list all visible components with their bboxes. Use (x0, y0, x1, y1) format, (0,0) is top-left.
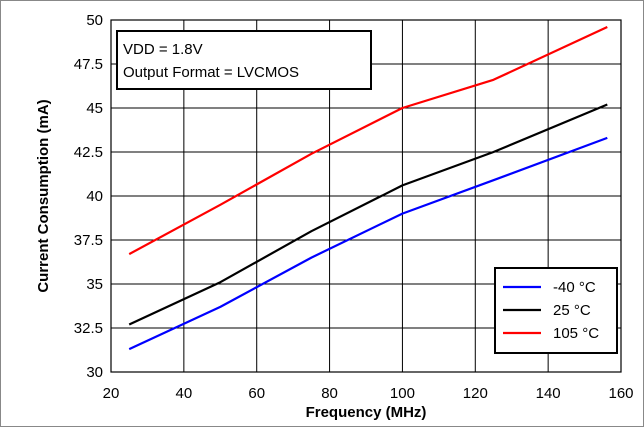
legend-label-2: 105 °C (553, 325, 599, 342)
x-tick-label: 60 (248, 385, 265, 402)
y-tick-label: 45 (86, 100, 103, 117)
series-layer (128, 26, 608, 351)
y-tick-label: 40 (86, 188, 103, 205)
x-tick-label: 160 (608, 385, 633, 402)
y-tick-label: 50 (86, 12, 103, 29)
x-tick-label: 140 (536, 385, 561, 402)
y-tick-labels: 30 32.5 35 37.5 40 42.5 45 47.5 50 (74, 12, 103, 381)
annotation-frame (116, 30, 372, 90)
y-tick-label: 47.5 (74, 56, 103, 73)
series-line-1 (128, 103, 608, 326)
legend: -40 °C 25 °C 105 °C (494, 267, 618, 354)
x-tick-label: 20 (103, 385, 120, 402)
y-tick-label: 32.5 (74, 320, 103, 337)
legend-label-1: 25 °C (553, 302, 591, 319)
series-line-2 (128, 26, 608, 256)
y-tick-label: 30 (86, 364, 103, 381)
y-tick-label: 35 (86, 276, 103, 293)
annotation-box: VDD = 1.8V Output Format = LVCMOS (116, 30, 372, 90)
x-tick-labels: 20 40 60 80 100 120 140 160 (103, 385, 634, 402)
y-tick-label: 42.5 (74, 144, 103, 161)
annotation-output-format: Output Format = LVCMOS (123, 64, 299, 81)
x-tick-label: 80 (321, 385, 338, 402)
annotation-vdd: VDD = 1.8V (123, 41, 203, 58)
plot-border (110, 19, 622, 373)
legend-label-0: -40 °C (553, 279, 596, 296)
series-line-0 (128, 136, 608, 351)
x-tick-label: 100 (390, 385, 415, 402)
y-tick-label: 37.5 (74, 232, 103, 249)
y-axis-label: Current Consumption (mA) (35, 99, 52, 292)
x-axis-label: Frequency (MHz) (306, 404, 427, 421)
x-tick-label: 120 (463, 385, 488, 402)
grid (111, 20, 621, 372)
x-tick-label: 40 (176, 385, 193, 402)
